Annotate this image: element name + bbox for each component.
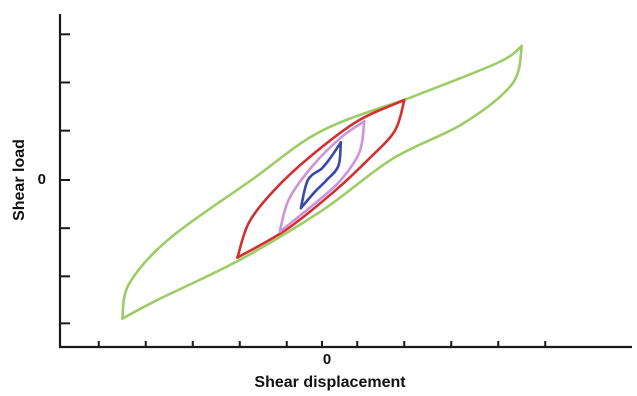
- loop-largest-upper-branch: [121, 44, 524, 320]
- loop-small-upper-branch: [299, 141, 343, 210]
- loop-medium-upper-branch: [278, 120, 366, 233]
- loop-large-lower-branch: [236, 98, 406, 259]
- x-axis-title: Shear displacement: [254, 374, 406, 391]
- loop-large-upper-branch: [236, 98, 406, 259]
- x-tick-label-zero: 0: [323, 351, 331, 368]
- loop-small-lower-branch: [299, 141, 343, 210]
- loop-largest-lower-branch: [121, 44, 524, 320]
- loop-medium-lower-branch: [278, 120, 366, 233]
- axis-ticks: [60, 33, 547, 347]
- hysteresis-loops: [121, 44, 524, 320]
- y-tick-label-zero: 0: [38, 171, 46, 188]
- y-axis-title: Shear load: [11, 139, 28, 221]
